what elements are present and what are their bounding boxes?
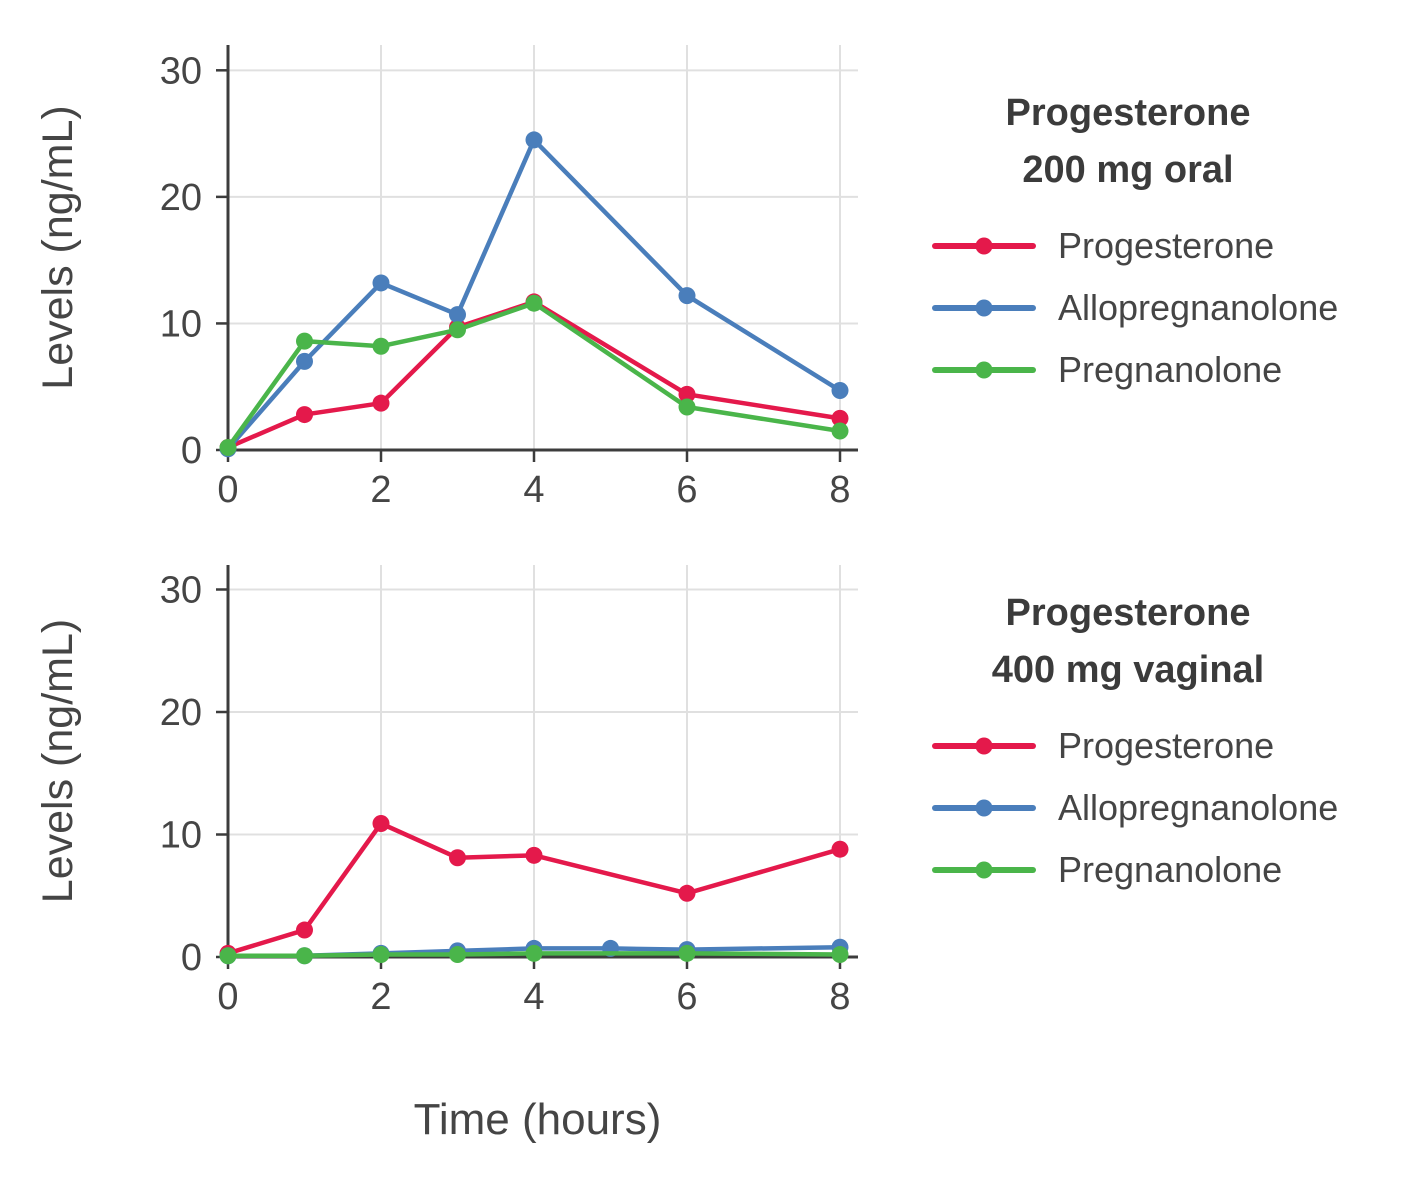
legend-label: Allopregnanolone xyxy=(1058,787,1339,828)
line-marker-icon xyxy=(932,737,1036,755)
data-point-marker xyxy=(831,422,849,440)
data-point-marker xyxy=(678,884,696,902)
data-point-marker xyxy=(678,385,696,403)
legend-label: Allopregnanolone xyxy=(1058,287,1339,328)
x-tick-label: 2 xyxy=(370,976,391,1018)
line-marker-icon xyxy=(932,861,1036,879)
data-point-marker xyxy=(449,849,466,867)
data-point-marker xyxy=(525,294,543,312)
data-point-marker xyxy=(678,944,696,962)
data-point-marker xyxy=(219,438,237,456)
legend-item-pregnanolone: Pregnanolone xyxy=(932,349,1408,391)
legend-vaginal: Progesterone 400 mg vaginal Progesterone… xyxy=(908,585,1408,911)
data-point-marker xyxy=(831,840,849,858)
marker-dot-icon xyxy=(975,361,993,379)
data-point-marker xyxy=(449,946,466,964)
data-point-marker xyxy=(296,406,313,424)
axes xyxy=(226,45,858,452)
x-tick-label: 2 xyxy=(370,469,391,511)
legend-title-line2: 400 mg vaginal xyxy=(991,649,1265,691)
gridlines xyxy=(228,45,858,450)
data-point-marker xyxy=(372,337,390,355)
x-tick-label: 6 xyxy=(676,976,697,1018)
legend-title-line1: Progesterone xyxy=(1005,592,1251,634)
data-point-marker xyxy=(831,382,849,400)
data-point-marker xyxy=(831,946,849,964)
line-marker-icon xyxy=(932,361,1036,379)
data-point-marker xyxy=(372,946,390,964)
series-pregnanolone xyxy=(219,944,849,965)
x-tick-label: 6 xyxy=(676,469,697,511)
legend-label: Progesterone xyxy=(1058,225,1275,266)
y-axis-label: Levels (ng/mL) xyxy=(34,619,82,903)
data-point-marker xyxy=(525,944,543,962)
legend-label: Pregnanolone xyxy=(1058,849,1283,890)
data-point-marker xyxy=(296,352,313,370)
line-marker-icon xyxy=(932,237,1036,255)
line-marker-icon xyxy=(932,799,1036,817)
y-tick-label: 0 xyxy=(181,937,202,979)
y-tick-label: 20 xyxy=(160,692,202,734)
data-point-marker xyxy=(525,846,543,864)
data-point-marker xyxy=(372,274,390,292)
legend-item-pregnanolone: Pregnanolone xyxy=(932,849,1408,891)
marker-dot-icon xyxy=(975,299,993,317)
y-tick-label: 30 xyxy=(160,570,202,612)
data-point-marker xyxy=(296,921,313,939)
y-tick-label: 10 xyxy=(160,815,202,857)
legend-title-line1: Progesterone xyxy=(1005,92,1251,134)
y-tick-label: 20 xyxy=(160,177,202,219)
y-tick-label: 10 xyxy=(160,303,202,345)
series-pregnanolone xyxy=(219,294,849,456)
x-tick-label: 0 xyxy=(217,976,238,1018)
legend-label: Pregnanolone xyxy=(1058,349,1283,390)
legend-items: Progesterone Allopregnanolone Pregnanolo… xyxy=(908,225,1408,391)
gridlines xyxy=(228,565,858,957)
line-marker-icon xyxy=(932,299,1036,317)
x-tick-label: 4 xyxy=(523,469,544,511)
tick-marks xyxy=(216,588,842,969)
marker-dot-icon xyxy=(975,861,993,879)
axes xyxy=(226,565,858,959)
marker-dot-icon xyxy=(975,799,993,817)
legend-item-allopregnanolone: Allopregnanolone xyxy=(932,787,1408,829)
tick-labels: 0 2 4 6 8 0 10 20 30 xyxy=(160,570,851,1019)
data-point-marker xyxy=(525,131,543,149)
series-allopregnanolone xyxy=(219,131,849,458)
x-axis-label: Time (hours) xyxy=(413,1095,662,1144)
legend-items: Progesterone Allopregnanolone Pregnanolo… xyxy=(908,725,1408,891)
data-point-marker xyxy=(219,947,237,965)
data-point-marker xyxy=(296,947,313,965)
data-point-marker xyxy=(449,306,466,324)
chart-progesterone-vaginal: 0 2 4 6 8 0 10 20 30 Levels (ng/mL) xyxy=(34,565,858,1019)
x-tick-label: 4 xyxy=(523,976,544,1018)
legend-item-progesterone: Progesterone xyxy=(932,225,1408,267)
marker-dot-icon xyxy=(975,737,993,755)
legend-title-oral: Progesterone 200 mg oral xyxy=(908,85,1348,199)
y-axis-label: Levels (ng/mL) xyxy=(34,105,82,389)
legend-item-allopregnanolone: Allopregnanolone xyxy=(932,287,1408,329)
legend-title-vaginal: Progesterone 400 mg vaginal xyxy=(908,585,1348,699)
x-tick-label: 8 xyxy=(829,469,850,511)
data-point-marker xyxy=(831,409,849,427)
data-point-marker xyxy=(678,398,696,416)
y-tick-label: 0 xyxy=(181,430,202,472)
legend-title-line2: 200 mg oral xyxy=(1022,149,1234,191)
legend-item-progesterone: Progesterone xyxy=(932,725,1408,767)
chart-progesterone-oral: 0 2 4 6 8 0 10 20 30 Levels (ng/mL) xyxy=(34,45,858,511)
legend-oral: Progesterone 200 mg oral Progesterone Al… xyxy=(908,85,1408,411)
legend-label: Progesterone xyxy=(1058,725,1275,766)
data-point-marker xyxy=(296,332,313,350)
tick-marks xyxy=(216,69,842,462)
marker-dot-icon xyxy=(975,237,993,255)
data-point-marker xyxy=(372,394,390,412)
data-point-marker xyxy=(449,321,466,339)
y-tick-label: 30 xyxy=(160,50,202,92)
x-tick-label: 8 xyxy=(829,976,850,1018)
data-point-marker xyxy=(372,814,390,832)
x-tick-label: 0 xyxy=(217,469,238,511)
data-point-marker xyxy=(678,287,696,305)
tick-labels: 0 2 4 6 8 0 10 20 30 xyxy=(160,50,851,511)
